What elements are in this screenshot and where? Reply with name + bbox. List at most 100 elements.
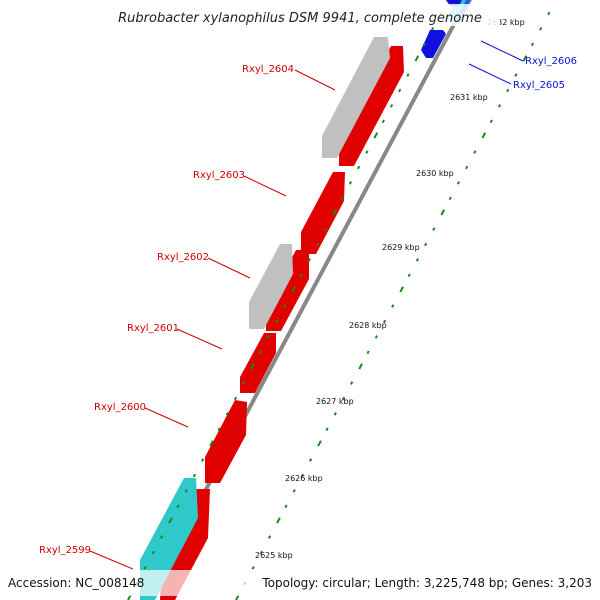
reverse-gene-labels: Rxyl_2606 Rxyl_2605 xyxy=(468,40,577,91)
scale-tick xyxy=(324,227,328,231)
scale-tick xyxy=(422,42,426,47)
scale-label-2627: 2627 kbp xyxy=(316,397,354,406)
gene-label-rxyl-2605[interactable]: Rxyl_2605 xyxy=(513,80,565,91)
scale-tick xyxy=(391,304,395,308)
scale-tick xyxy=(365,150,369,154)
scale-tick xyxy=(465,165,469,170)
gene-label-rxyl-2604[interactable]: Rxyl_2604 xyxy=(242,64,294,75)
gene-arrow-rxyl-2600[interactable] xyxy=(205,400,247,483)
scale-tick xyxy=(481,132,487,139)
scale-tick xyxy=(333,412,337,416)
scale-tick xyxy=(317,440,322,447)
scale-tick xyxy=(283,304,287,308)
gene-label-rxyl-2606[interactable]: Rxyl_2606 xyxy=(525,56,577,67)
topology-text: Topology: circular; Length: 3,225,748 bp… xyxy=(261,576,592,590)
scale-tick xyxy=(473,150,477,154)
scale-tick xyxy=(366,350,370,355)
scale-tick xyxy=(233,396,238,401)
scale-tick xyxy=(407,273,411,278)
scale-label-2629: 2629 kbp xyxy=(382,243,420,252)
scale-tick xyxy=(432,227,436,231)
scale-tick xyxy=(350,381,354,385)
scale-tick xyxy=(284,504,288,509)
outer-ticks xyxy=(127,11,443,600)
scale-tick xyxy=(332,209,338,216)
pseudo-gene-1[interactable] xyxy=(322,37,390,158)
scale-tick xyxy=(415,258,419,262)
gene-arrow-rxyl-2604[interactable] xyxy=(339,46,404,166)
scale-tick xyxy=(184,489,188,493)
scale-label-2625: 2625 kbp xyxy=(255,551,293,560)
scale-tick xyxy=(151,550,155,555)
pseudo-gene-2[interactable] xyxy=(249,244,293,329)
scale-tick xyxy=(381,119,385,124)
scale-tick xyxy=(217,427,221,432)
scale-tick xyxy=(522,55,528,62)
scale-tick xyxy=(307,258,311,262)
scale-tick xyxy=(530,42,534,47)
gene-arrow-rxyl-2605[interactable] xyxy=(421,30,446,58)
scale-tick xyxy=(316,242,320,247)
scale-tick xyxy=(201,458,205,462)
scale-tick xyxy=(176,504,180,509)
scale-tick xyxy=(539,27,543,31)
scale-tick xyxy=(399,286,404,293)
scale-label-2631: 2631 kbp xyxy=(450,93,488,102)
forward-strand-track xyxy=(160,46,404,600)
scale-tick xyxy=(250,363,255,370)
scale-tick xyxy=(251,566,255,570)
scale-tick xyxy=(348,181,353,185)
scale-tick xyxy=(431,27,435,31)
scale-tick xyxy=(506,88,510,93)
rna-gene-1[interactable] xyxy=(140,478,198,600)
scale-ticks xyxy=(235,11,551,600)
scale-tick xyxy=(374,335,378,339)
scale-tick xyxy=(440,209,446,216)
scale-tick xyxy=(389,104,394,108)
scale-tick xyxy=(414,55,420,62)
scale-tick xyxy=(497,104,502,108)
scale-tick xyxy=(309,458,313,462)
gene-arrow-rxyl-2603[interactable] xyxy=(301,172,345,254)
scale-label-2626: 2626 kbp xyxy=(285,474,323,483)
scale-label-2632: 2632 kbp xyxy=(487,18,525,27)
scale-tick xyxy=(514,73,518,77)
scale-tick xyxy=(276,517,281,524)
scale-tick xyxy=(398,88,402,93)
scale-tick xyxy=(267,535,272,539)
scale-labels: 2625 kbp 2626 kbp 2627 kbp 2628 kbp 2629… xyxy=(255,18,525,560)
scale-tick xyxy=(159,535,164,539)
scale-tick xyxy=(358,363,363,370)
scale-tick xyxy=(340,196,344,201)
gene-label-rxyl-2603[interactable]: Rxyl_2603 xyxy=(193,170,245,181)
scale-tick xyxy=(357,165,361,170)
scale-tick xyxy=(406,73,410,77)
map-title: Rubrobacter xylanophilus DSM 9941, compl… xyxy=(118,11,482,26)
forward-gene-labels: Rxyl_2604 Rxyl_2603 Rxyl_2602 Rxyl_2601 … xyxy=(39,64,336,570)
scale-tick xyxy=(373,132,379,139)
scale-tick xyxy=(341,396,346,401)
scale-label-2628: 2628 kbp xyxy=(349,321,387,330)
scale-tick xyxy=(382,319,387,324)
scale-tick xyxy=(291,286,296,293)
gene-label-rxyl-2602[interactable]: Rxyl_2602 xyxy=(157,252,209,263)
gene-label-rxyl-2600[interactable]: Rxyl_2600 xyxy=(94,402,146,413)
accession-text: Accession: NC_008148 xyxy=(8,576,144,590)
scale-tick xyxy=(300,473,304,478)
scale-tick xyxy=(143,566,147,570)
scale-tick xyxy=(259,550,263,555)
scale-tick xyxy=(274,319,279,324)
scale-tick xyxy=(424,242,428,247)
scale-tick xyxy=(489,119,493,124)
scale-tick xyxy=(242,381,246,385)
gene-label-rxyl-2599[interactable]: Rxyl_2599 xyxy=(39,545,91,556)
gene-label-rxyl-2601[interactable]: Rxyl_2601 xyxy=(127,323,179,334)
scale-tick xyxy=(192,473,196,478)
scale-tick xyxy=(547,11,551,16)
scale-tick xyxy=(448,196,452,201)
scale-tick xyxy=(325,427,329,432)
gene-arrow-rxyl-2601[interactable] xyxy=(240,333,276,393)
scale-tick xyxy=(258,350,262,355)
gene-arrow-rxyl-2602[interactable] xyxy=(266,250,309,331)
